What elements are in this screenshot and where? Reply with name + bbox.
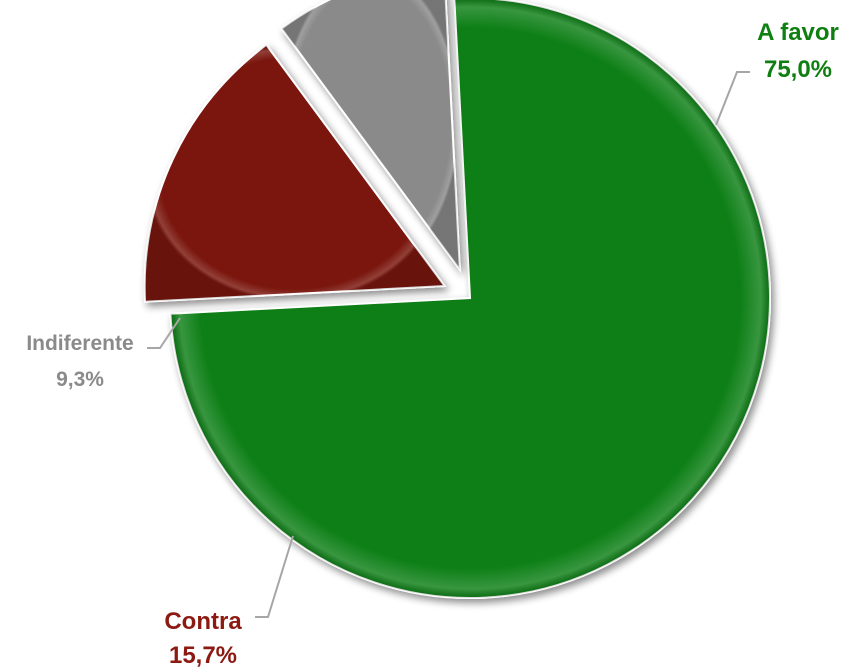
slice-label-name: A favor [757, 19, 839, 46]
slices-layer [143, 0, 771, 599]
slice-label-value: 9,3% [56, 368, 104, 391]
slice-label-value: 75,0% [764, 56, 832, 83]
slice-label-indiferente: Indiferente 9,3% [26, 332, 133, 391]
leader-line-a-favor [715, 71, 750, 126]
slice-label-contra: Contra 15,7% [164, 608, 242, 669]
leader-line-indiferente [147, 317, 181, 349]
leader-line-contra [255, 535, 294, 618]
slice-label-a-favor: A favor 75,0% [757, 19, 839, 83]
slice-label-name: Indiferente [26, 332, 133, 355]
leader-lines [147, 71, 750, 618]
slice-label-name: Contra [164, 608, 242, 635]
slice-label-value: 15,7% [169, 642, 237, 669]
